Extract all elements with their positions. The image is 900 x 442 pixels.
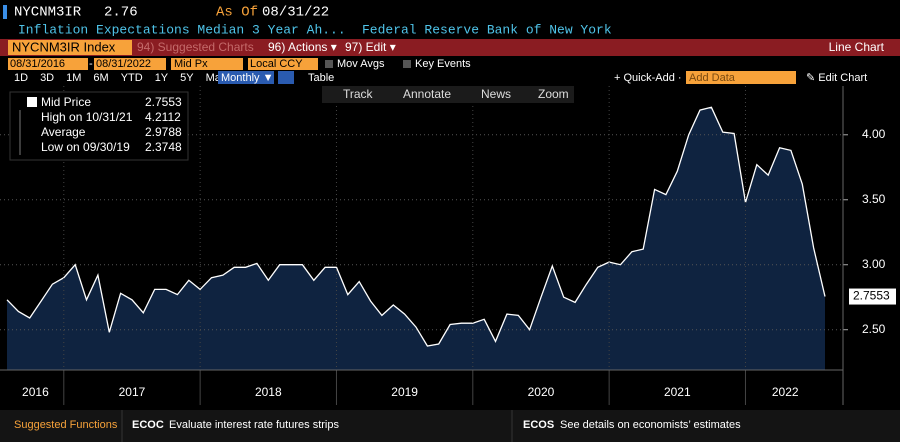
stat-label: High on 10/31/21 — [41, 110, 133, 124]
y-tick-label: 2.50 — [862, 322, 886, 336]
currency-select[interactable] — [248, 58, 318, 70]
y-tick-label: 3.00 — [862, 257, 886, 271]
period-button[interactable]: 1D — [14, 72, 28, 84]
ticker-flag — [3, 5, 7, 19]
tool-button[interactable]: Track — [343, 87, 374, 101]
date-dash: - — [89, 58, 93, 70]
table-button[interactable]: Table — [308, 72, 334, 84]
security[interactable]: NYCNM3IR Index — [12, 39, 116, 54]
x-tick-label: 2019 — [391, 385, 418, 399]
stat-value: 2.3748 — [145, 140, 182, 154]
stat-label: Average — [41, 125, 86, 139]
start-date-field[interactable] — [8, 58, 88, 70]
x-tick-label: 2016 — [22, 385, 49, 399]
frequency-select[interactable] — [218, 71, 274, 84]
suggested-functions: Suggested Functions — [14, 419, 118, 431]
period-button[interactable]: YTD — [121, 72, 143, 84]
chart-kind: Line Chart — [829, 40, 885, 54]
function-text[interactable]: See details on economists’ estimates — [560, 419, 741, 431]
description: Inflation Expectations Median 3 Year Ah.… — [18, 22, 346, 37]
chart-icon[interactable] — [278, 71, 294, 84]
quick-add[interactable]: + Quick-Add · — [614, 72, 682, 84]
end-date[interactable]: 08/31/2022 — [96, 58, 151, 70]
period-button[interactable]: 3D — [40, 72, 54, 84]
x-tick-label: 2021 — [664, 385, 691, 399]
x-tick-label: 2018 — [255, 385, 282, 399]
currency[interactable]: Local CCY — [250, 58, 303, 70]
stat-value: 4.2112 — [145, 110, 181, 124]
key-events-checkbox[interactable] — [403, 60, 411, 68]
frequency[interactable]: Monthly ▼ — [221, 72, 273, 84]
actions-menu[interactable]: 96) Actions ▾ — [268, 40, 337, 54]
mov-avgs-checkbox[interactable] — [325, 60, 333, 68]
legend-value: 2.7553 — [145, 95, 182, 109]
tool-button[interactable]: Annotate — [403, 87, 451, 101]
stat-value: 2.9788 — [145, 125, 182, 139]
add-data[interactable]: Add Data — [689, 72, 736, 84]
edit-chart[interactable]: ✎ Edit Chart — [806, 72, 867, 84]
add-data-field[interactable] — [686, 71, 796, 84]
tools-bar — [322, 86, 574, 103]
y-tick-label: 4.00 — [862, 127, 886, 141]
stat-label: Low on 09/30/19 — [41, 140, 130, 154]
ticker: NYCNM3IR — [14, 5, 82, 21]
x-tick-label: 2017 — [119, 385, 146, 399]
function-text[interactable]: Evaluate interest rate futures strips — [169, 419, 339, 431]
field-select[interactable] — [171, 58, 243, 70]
last-price: 2.76 — [104, 5, 138, 21]
edit-menu[interactable]: 97) Edit ▾ — [345, 40, 396, 54]
tool-button[interactable]: Zoom — [538, 87, 569, 101]
x-tick-label: 2020 — [528, 385, 555, 399]
price-line — [6, 106, 826, 347]
period-button[interactable]: 1M — [66, 72, 81, 84]
last-value-label: 2.7553 — [853, 289, 890, 303]
area-fill — [7, 107, 825, 371]
security-field[interactable] — [8, 40, 132, 55]
period-button[interactable]: 6M — [93, 72, 108, 84]
suggested-charts[interactable]: 94) Suggested Charts — [137, 40, 254, 54]
x-tick-label: 2022 — [772, 385, 799, 399]
source: Federal Reserve Bank of New York — [362, 22, 612, 37]
tool-button[interactable]: News — [481, 87, 511, 101]
mov-avgs[interactable]: Mov Avgs — [337, 58, 385, 70]
legend-swatch — [27, 97, 37, 107]
as-of-label: As Of — [216, 5, 258, 21]
end-date-field[interactable] — [94, 58, 166, 70]
footer-bar — [0, 410, 900, 442]
last-value-box — [849, 288, 896, 305]
start-date[interactable]: 08/31/2016 — [10, 58, 65, 70]
period-button[interactable]: 5Y — [180, 72, 194, 84]
field[interactable]: Mid Px — [174, 58, 208, 70]
as-of-date: 08/31/22 — [262, 5, 329, 21]
y-tick-label: 3.50 — [862, 192, 886, 206]
menu-bar — [0, 39, 900, 56]
legend-box — [9, 91, 189, 161]
period-button[interactable]: 1Y — [155, 72, 169, 84]
function-code[interactable]: ECOC — [132, 419, 164, 431]
function-code[interactable]: ECOS — [523, 419, 554, 431]
key-events[interactable]: Key Events — [415, 58, 471, 70]
legend-name: Mid Price — [41, 95, 91, 109]
